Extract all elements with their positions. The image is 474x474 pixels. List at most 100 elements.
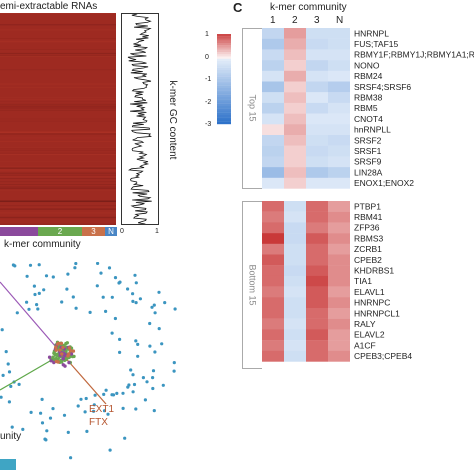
heatmap-stripe [0, 200, 116, 202]
gc-content-line [127, 13, 152, 225]
scatter-point-n [110, 295, 114, 299]
colorbar-step [217, 65, 231, 68]
heatmap-stripe [0, 40, 116, 43]
heatmap-cell [328, 49, 350, 61]
heatmap-cell [328, 286, 350, 298]
column-label-N: N [336, 15, 344, 26]
heatmap-cell [284, 156, 306, 168]
heatmap-stripe [0, 224, 116, 225]
heatmap-cell [328, 113, 350, 125]
colorbar-step [217, 94, 231, 98]
scatter-point-n [66, 430, 70, 434]
heatmap-stripe [0, 148, 116, 149]
scatter-point-core [54, 357, 58, 361]
heatmap-cell [328, 211, 350, 223]
heatmap-cell [262, 102, 284, 114]
scatter-point-n [134, 281, 138, 285]
scatter-point-n [153, 311, 157, 315]
heatmap-cell [328, 145, 350, 157]
scatter-point-n [65, 287, 69, 291]
heatmap-cell [306, 222, 328, 234]
heatmap-stripe [0, 147, 116, 149]
scatter-point-n [39, 411, 43, 415]
row-label: RBM41 [354, 212, 383, 222]
heatmap-cell [284, 318, 306, 330]
colorbar-step [217, 97, 231, 100]
annotation-ext1: EXT1 [89, 404, 115, 415]
heatmap-cell [328, 318, 350, 330]
colorbar-tick-label: 1 [205, 31, 209, 38]
heatmap-stripe [0, 223, 116, 225]
colorbar-step [217, 47, 231, 50]
annotation-ftx: FTX [89, 417, 108, 428]
heatmap-stripe [0, 206, 116, 208]
heatmap-cell [284, 124, 306, 136]
heatmap-stripe [0, 97, 116, 98]
heatmap-cell [306, 28, 328, 39]
colorbar-step [217, 63, 231, 66]
rbp-heatmap: HNRNPLFUS;TAF15RBMY1F;RBMY1J;RBMY1A1;RBM… [262, 28, 474, 362]
heatmap-stripe [0, 83, 116, 85]
scatter-point-n [4, 350, 8, 354]
colorbar-step [217, 36, 231, 39]
heatmap-header: k-mer community [270, 2, 347, 13]
heatmap-stripe [0, 24, 116, 26]
heatmap-cell [306, 286, 328, 298]
row-label: HNRNPC [354, 298, 390, 308]
row-label: KHDRBS1 [354, 266, 394, 276]
colorbar-step [217, 85, 231, 89]
scatter-point-n [131, 299, 135, 303]
row-label: NONO [354, 60, 380, 70]
scatter-point-n [157, 290, 161, 294]
colorbar-step [217, 74, 231, 77]
heatmap-stripe [0, 100, 116, 102]
heatmap-cell [284, 49, 306, 61]
row-label: HNRNPCL1 [354, 308, 400, 318]
row-label: RALY [354, 319, 376, 329]
heatmap-cell [306, 233, 328, 244]
heatmap-cell [328, 340, 350, 351]
heatmap-stripe [0, 86, 116, 88]
row-label: SRSF9 [354, 157, 382, 167]
scatter-point-n [150, 305, 154, 309]
heatmap-stripe [0, 152, 116, 154]
scatter-point-core [69, 352, 74, 356]
scatter-point-n [51, 275, 55, 279]
scatter-point-n [118, 350, 122, 354]
scatter-point-core [71, 349, 76, 353]
heatmap-cell [284, 167, 306, 178]
scatter-point-core [52, 360, 56, 365]
scatter-point-n [172, 361, 176, 365]
scatter-point-n [148, 344, 152, 348]
scatter-point-n [131, 292, 135, 296]
row-label: LIN28A [354, 167, 383, 177]
scatter-point-n [60, 300, 64, 304]
heatmap-stripe [0, 29, 116, 31]
heatmap-stripe [0, 133, 116, 135]
heatmap-cell [306, 135, 328, 146]
colorbar-step [217, 101, 231, 104]
heatmap-cell [328, 329, 350, 341]
colorbar-tick-label: 0 [205, 53, 209, 61]
colorbar-step [217, 103, 231, 107]
scatter-point-n [108, 448, 112, 452]
heatmap-cell [262, 177, 284, 189]
scatter-point-n [127, 383, 131, 387]
row-label: SRSF1 [354, 146, 382, 156]
scatter-point-n [88, 310, 92, 314]
heatmap-cell [262, 340, 284, 351]
heatmap-cell [306, 145, 328, 157]
heatmap-stripe [0, 29, 116, 31]
group-box-top [242, 28, 262, 189]
community-bar: 2 3 N [0, 227, 117, 236]
scatter-point-n [44, 274, 49, 278]
colorbar-step [217, 45, 231, 48]
scatter-point-n [104, 388, 108, 392]
scatter-point-n [62, 413, 67, 417]
heatmap-cell [328, 308, 350, 319]
scatter-point-n [95, 284, 99, 288]
scatter-point-n [32, 284, 37, 288]
heatmap-cell [284, 102, 306, 114]
heatmap-cell [284, 275, 306, 287]
scatter-point-n [104, 309, 108, 313]
